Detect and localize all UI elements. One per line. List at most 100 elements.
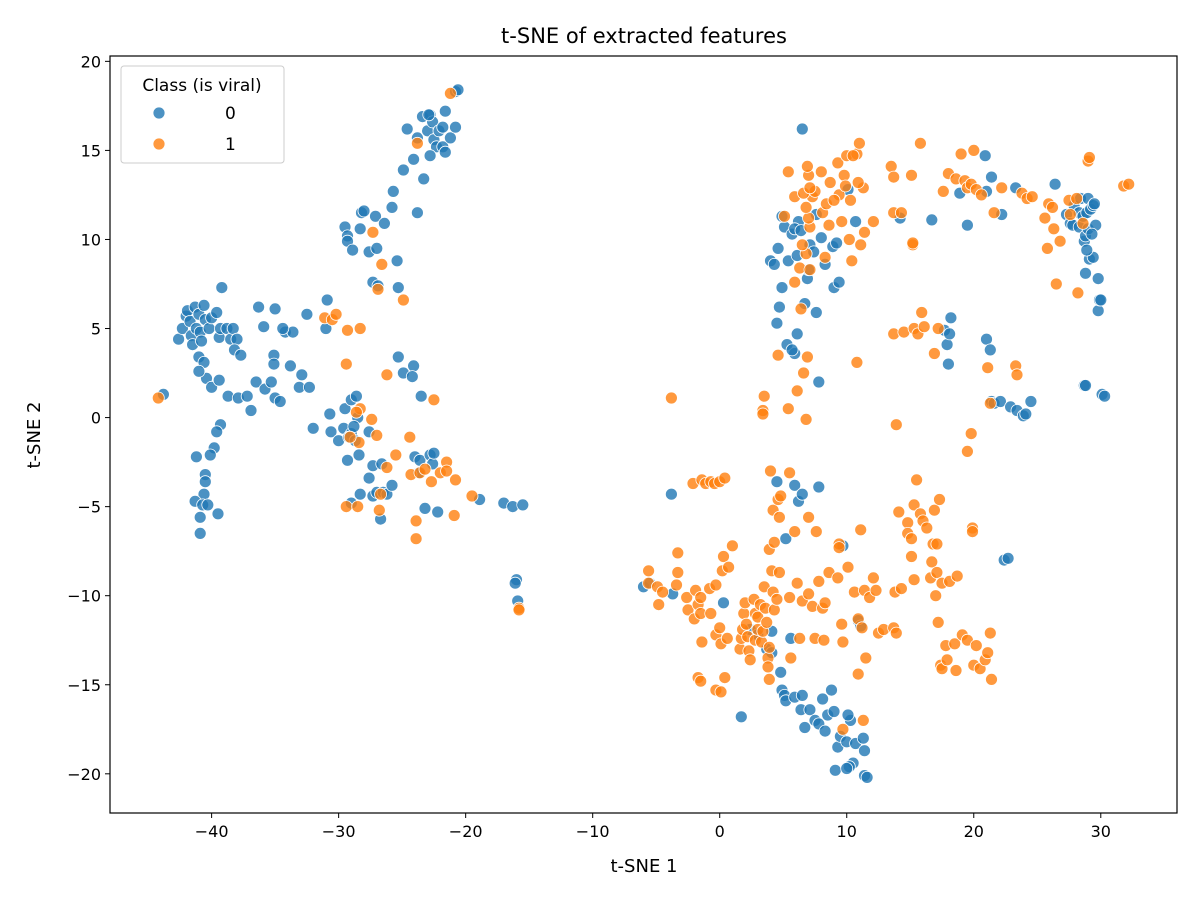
point-class-1 bbox=[931, 616, 945, 629]
point-class-1 bbox=[841, 560, 855, 574]
point-class-0 bbox=[386, 184, 400, 198]
point-class-1 bbox=[380, 461, 394, 474]
point-class-1 bbox=[835, 215, 849, 229]
point-class-1 bbox=[403, 430, 417, 444]
point-class-0 bbox=[390, 254, 404, 268]
point-class-1 bbox=[695, 635, 709, 649]
point-class-1 bbox=[917, 320, 931, 334]
point-class-1 bbox=[925, 555, 939, 569]
point-class-0 bbox=[202, 322, 216, 335]
point-class-1 bbox=[1038, 211, 1052, 225]
point-class-1 bbox=[718, 671, 732, 684]
point-class-0 bbox=[734, 710, 748, 724]
point-class-1 bbox=[656, 585, 669, 599]
point-class-0 bbox=[422, 108, 436, 122]
point-class-0 bbox=[814, 231, 828, 245]
point-class-1 bbox=[895, 206, 908, 220]
point-class-1 bbox=[845, 254, 859, 268]
point-class-1 bbox=[681, 603, 695, 617]
x-tick-label: 10 bbox=[837, 822, 857, 841]
point-class-0 bbox=[369, 209, 382, 223]
point-class-1 bbox=[410, 136, 424, 150]
point-class-1 bbox=[905, 532, 918, 546]
point-class-0 bbox=[438, 145, 452, 159]
point-class-0 bbox=[1001, 551, 1015, 565]
point-class-1 bbox=[760, 616, 774, 629]
point-class-1 bbox=[987, 206, 1001, 220]
y-tick-label: −20 bbox=[67, 765, 101, 784]
point-class-1 bbox=[774, 489, 788, 503]
point-class-0 bbox=[276, 322, 290, 335]
point-class-0 bbox=[353, 487, 367, 501]
point-class-0 bbox=[1091, 304, 1105, 318]
x-tick-label: 0 bbox=[715, 822, 725, 841]
point-class-1 bbox=[801, 350, 814, 364]
point-class-1 bbox=[802, 587, 815, 601]
point-class-1 bbox=[465, 489, 479, 503]
point-class-1 bbox=[380, 368, 394, 382]
y-tick-label: 15 bbox=[81, 141, 101, 160]
point-class-0 bbox=[385, 200, 399, 214]
point-class-0 bbox=[770, 316, 784, 330]
point-class-1 bbox=[949, 664, 963, 677]
point-class-1 bbox=[823, 176, 837, 189]
point-class-1 bbox=[372, 503, 386, 517]
point-class-1 bbox=[799, 200, 813, 214]
point-class-0 bbox=[302, 380, 316, 394]
point-class-0 bbox=[407, 359, 421, 373]
y-axis-label: t-SNE 2 bbox=[24, 402, 45, 469]
y-tick-label: 20 bbox=[81, 52, 101, 71]
point-class-1 bbox=[855, 621, 869, 635]
point-class-1 bbox=[151, 391, 165, 405]
point-class-1 bbox=[349, 405, 363, 419]
point-class-0 bbox=[961, 218, 974, 232]
point-class-1 bbox=[389, 448, 403, 462]
point-class-1 bbox=[680, 591, 694, 604]
point-class-1 bbox=[948, 637, 962, 651]
point-class-0 bbox=[818, 724, 832, 738]
point-class-1 bbox=[784, 651, 798, 665]
point-class-1 bbox=[827, 193, 841, 207]
point-class-1 bbox=[447, 509, 461, 522]
point-class-0 bbox=[1079, 379, 1092, 392]
point-class-1 bbox=[767, 535, 781, 549]
point-class-1 bbox=[1010, 368, 1024, 382]
point-class-0 bbox=[1019, 407, 1033, 421]
x-tick-label: −30 bbox=[322, 822, 356, 841]
y-tick-label: −15 bbox=[67, 676, 101, 695]
point-class-1 bbox=[694, 674, 708, 688]
point-class-1 bbox=[836, 722, 850, 736]
point-class-1 bbox=[983, 626, 997, 640]
point-class-1 bbox=[709, 578, 723, 592]
point-class-1 bbox=[837, 168, 851, 182]
point-class-1 bbox=[743, 653, 757, 667]
point-class-1 bbox=[975, 188, 988, 202]
point-class-0 bbox=[1048, 177, 1062, 191]
point-class-1 bbox=[773, 510, 786, 524]
point-class-1 bbox=[1076, 216, 1090, 230]
point-class-0 bbox=[385, 478, 399, 492]
point-class-1 bbox=[983, 396, 997, 410]
point-class-1 bbox=[764, 464, 777, 478]
point-class-1 bbox=[931, 322, 945, 335]
point-class-1 bbox=[371, 282, 385, 296]
point-class-1 bbox=[936, 184, 950, 198]
point-class-0 bbox=[785, 343, 799, 357]
point-class-1 bbox=[889, 626, 903, 640]
point-class-0 bbox=[215, 281, 229, 295]
point-class-0 bbox=[353, 222, 367, 236]
point-class-0 bbox=[443, 131, 457, 145]
point-class-0 bbox=[943, 327, 956, 341]
point-class-0 bbox=[427, 446, 441, 460]
point-class-1 bbox=[803, 181, 817, 195]
point-class-0 bbox=[438, 104, 452, 118]
point-class-1 bbox=[907, 573, 921, 587]
point-class-0 bbox=[407, 152, 421, 166]
x-tick-label: −20 bbox=[449, 822, 483, 841]
point-class-0 bbox=[211, 507, 225, 521]
point-class-1 bbox=[814, 165, 828, 179]
point-class-1 bbox=[920, 521, 934, 535]
point-class-1 bbox=[770, 592, 784, 606]
point-class-0 bbox=[212, 373, 226, 387]
point-class-0 bbox=[828, 763, 842, 777]
